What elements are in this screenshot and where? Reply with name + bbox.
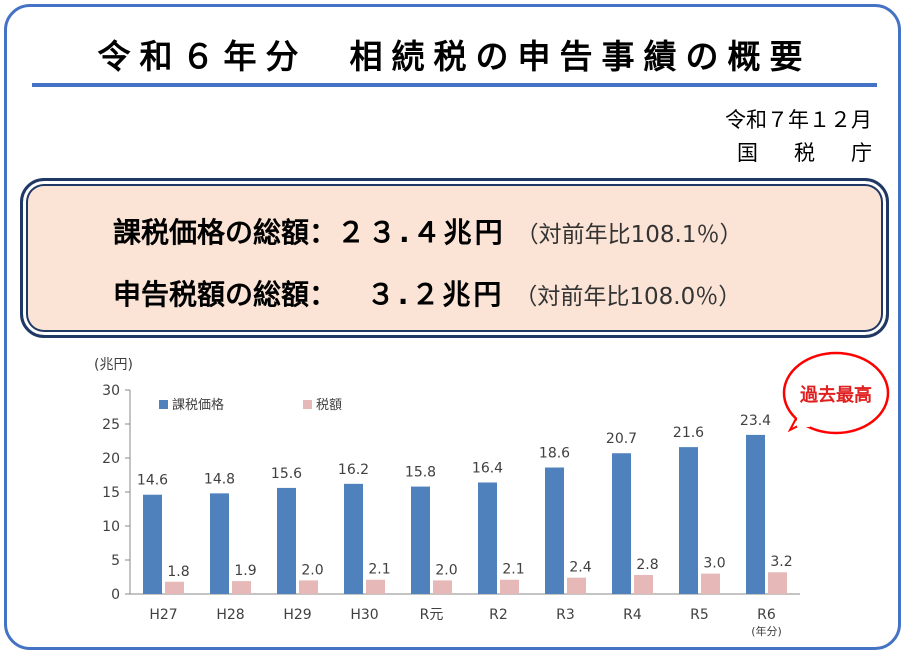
data-label-tax-amount: 2.8 xyxy=(636,557,658,573)
bar-taxable-value xyxy=(612,453,631,594)
y-unit-label: (兆円) xyxy=(94,357,133,373)
callout-bubble xyxy=(782,351,890,435)
bar-tax-amount xyxy=(366,579,385,594)
summary-value: ３.２兆円 xyxy=(323,278,505,311)
x-tick-label: R3 xyxy=(556,607,575,623)
data-label-taxable-value: 23.4 xyxy=(740,413,771,429)
issuer-block: 令和７年１２月 国税庁 xyxy=(725,104,872,170)
x-unit-label: (年分) xyxy=(751,624,782,638)
y-tick-label: 20 xyxy=(102,451,120,467)
legend-swatch-tax-amount xyxy=(303,400,312,409)
bar-taxable-value xyxy=(545,467,564,594)
data-label-tax-amount: 3.0 xyxy=(703,556,725,572)
summary-label: 申告税額の総額： xyxy=(113,278,324,311)
bar-taxable-value xyxy=(411,486,430,594)
bar-tax-amount xyxy=(433,580,452,594)
data-label-tax-amount: 2.0 xyxy=(301,562,323,578)
title-underline xyxy=(32,83,877,87)
data-label-taxable-value: 15.6 xyxy=(271,466,302,482)
issuing-agency: 国税庁 xyxy=(737,141,908,165)
callout-pointer-mask xyxy=(797,417,810,427)
x-tick-label: H28 xyxy=(216,607,244,623)
bar-tax-amount xyxy=(567,577,586,594)
data-label-tax-amount: 2.1 xyxy=(368,562,390,578)
summary-ratio: （対前年比108.0％） xyxy=(514,284,742,310)
bar-taxable-value xyxy=(143,494,162,594)
x-tick-label: H29 xyxy=(283,607,311,623)
data-label-tax-amount: 3.2 xyxy=(770,554,792,570)
data-label-tax-amount: 2.1 xyxy=(502,562,524,578)
bar-tax-amount xyxy=(634,574,653,594)
data-label-taxable-value: 16.4 xyxy=(472,460,503,476)
data-label-tax-amount: 1.9 xyxy=(234,563,256,579)
y-tick-label: 0 xyxy=(111,587,120,603)
bar-taxable-value xyxy=(478,482,497,594)
data-label-taxable-value: 18.6 xyxy=(539,446,570,462)
bar-taxable-value xyxy=(210,493,229,594)
y-tick-label: 15 xyxy=(102,485,120,501)
x-tick-label: R4 xyxy=(623,607,642,623)
bar-tax-amount xyxy=(299,580,318,594)
bar-taxable-value xyxy=(746,434,765,594)
data-label-taxable-value: 15.8 xyxy=(405,465,436,481)
data-label-tax-amount: 2.0 xyxy=(435,562,457,578)
data-label-tax-amount: 1.8 xyxy=(167,564,189,580)
legend-label-tax-amount: 税額 xyxy=(316,398,342,413)
data-label-taxable-value: 14.6 xyxy=(137,473,168,489)
summary-box: 課税価格の総額：２３.４兆円 （対前年比108.1％） 申告税額の総額： ３.２兆… xyxy=(20,178,889,338)
summary-value: ２３.４兆円 xyxy=(337,216,506,249)
x-tick-label: H30 xyxy=(350,607,378,623)
data-label-taxable-value: 20.7 xyxy=(606,431,637,447)
summary-ratio: （対前年比108.1％） xyxy=(515,222,743,248)
bar-taxable-value xyxy=(277,487,296,594)
data-label-taxable-value: 21.6 xyxy=(673,425,704,441)
bar-taxable-value xyxy=(679,447,698,594)
legend-label-taxable-value: 課税価格 xyxy=(172,397,224,413)
bar-tax-amount xyxy=(768,572,787,594)
y-tick-label: 25 xyxy=(102,417,120,433)
page-title: 令和６年分 相続税の申告事績の概要 xyxy=(97,37,812,76)
summary-row-taxable-value: 課税価格の総額：２３.４兆円 （対前年比108.1％） xyxy=(113,211,743,251)
x-tick-label: H27 xyxy=(149,607,177,623)
data-label-taxable-value: 16.2 xyxy=(338,462,369,478)
x-tick-label: R6 xyxy=(757,607,776,623)
bar-tax-amount xyxy=(701,573,720,594)
x-tick-label: R元 xyxy=(420,607,444,623)
y-tick-label: 30 xyxy=(102,383,120,399)
bar-chart: 0 5 10 15 20 25 30 (兆円) 14.6 1.8 H27 14.8 1.9 H28 15.6… xyxy=(94,351,890,638)
bar-tax-amount xyxy=(500,579,519,594)
y-tick-label: 10 xyxy=(102,519,120,535)
y-tick-label: 5 xyxy=(111,553,120,569)
x-tick-label: R5 xyxy=(690,607,709,623)
bar-tax-amount xyxy=(165,581,184,594)
x-tick-label: R2 xyxy=(489,607,508,623)
bar-tax-amount xyxy=(232,581,251,594)
summary-row-tax-amount: 申告税額の総額： ３.２兆円 （対前年比108.0％） xyxy=(113,273,741,313)
issue-date: 令和７年１２月 xyxy=(725,108,872,132)
data-label-tax-amount: 2.4 xyxy=(569,560,591,576)
summary-label: 課税価格の総額： xyxy=(113,216,338,249)
bar-taxable-value xyxy=(344,483,363,594)
callout-text: 過去最高 xyxy=(800,384,872,406)
data-label-taxable-value: 14.8 xyxy=(204,471,235,487)
legend-swatch-taxable-value xyxy=(159,400,168,409)
